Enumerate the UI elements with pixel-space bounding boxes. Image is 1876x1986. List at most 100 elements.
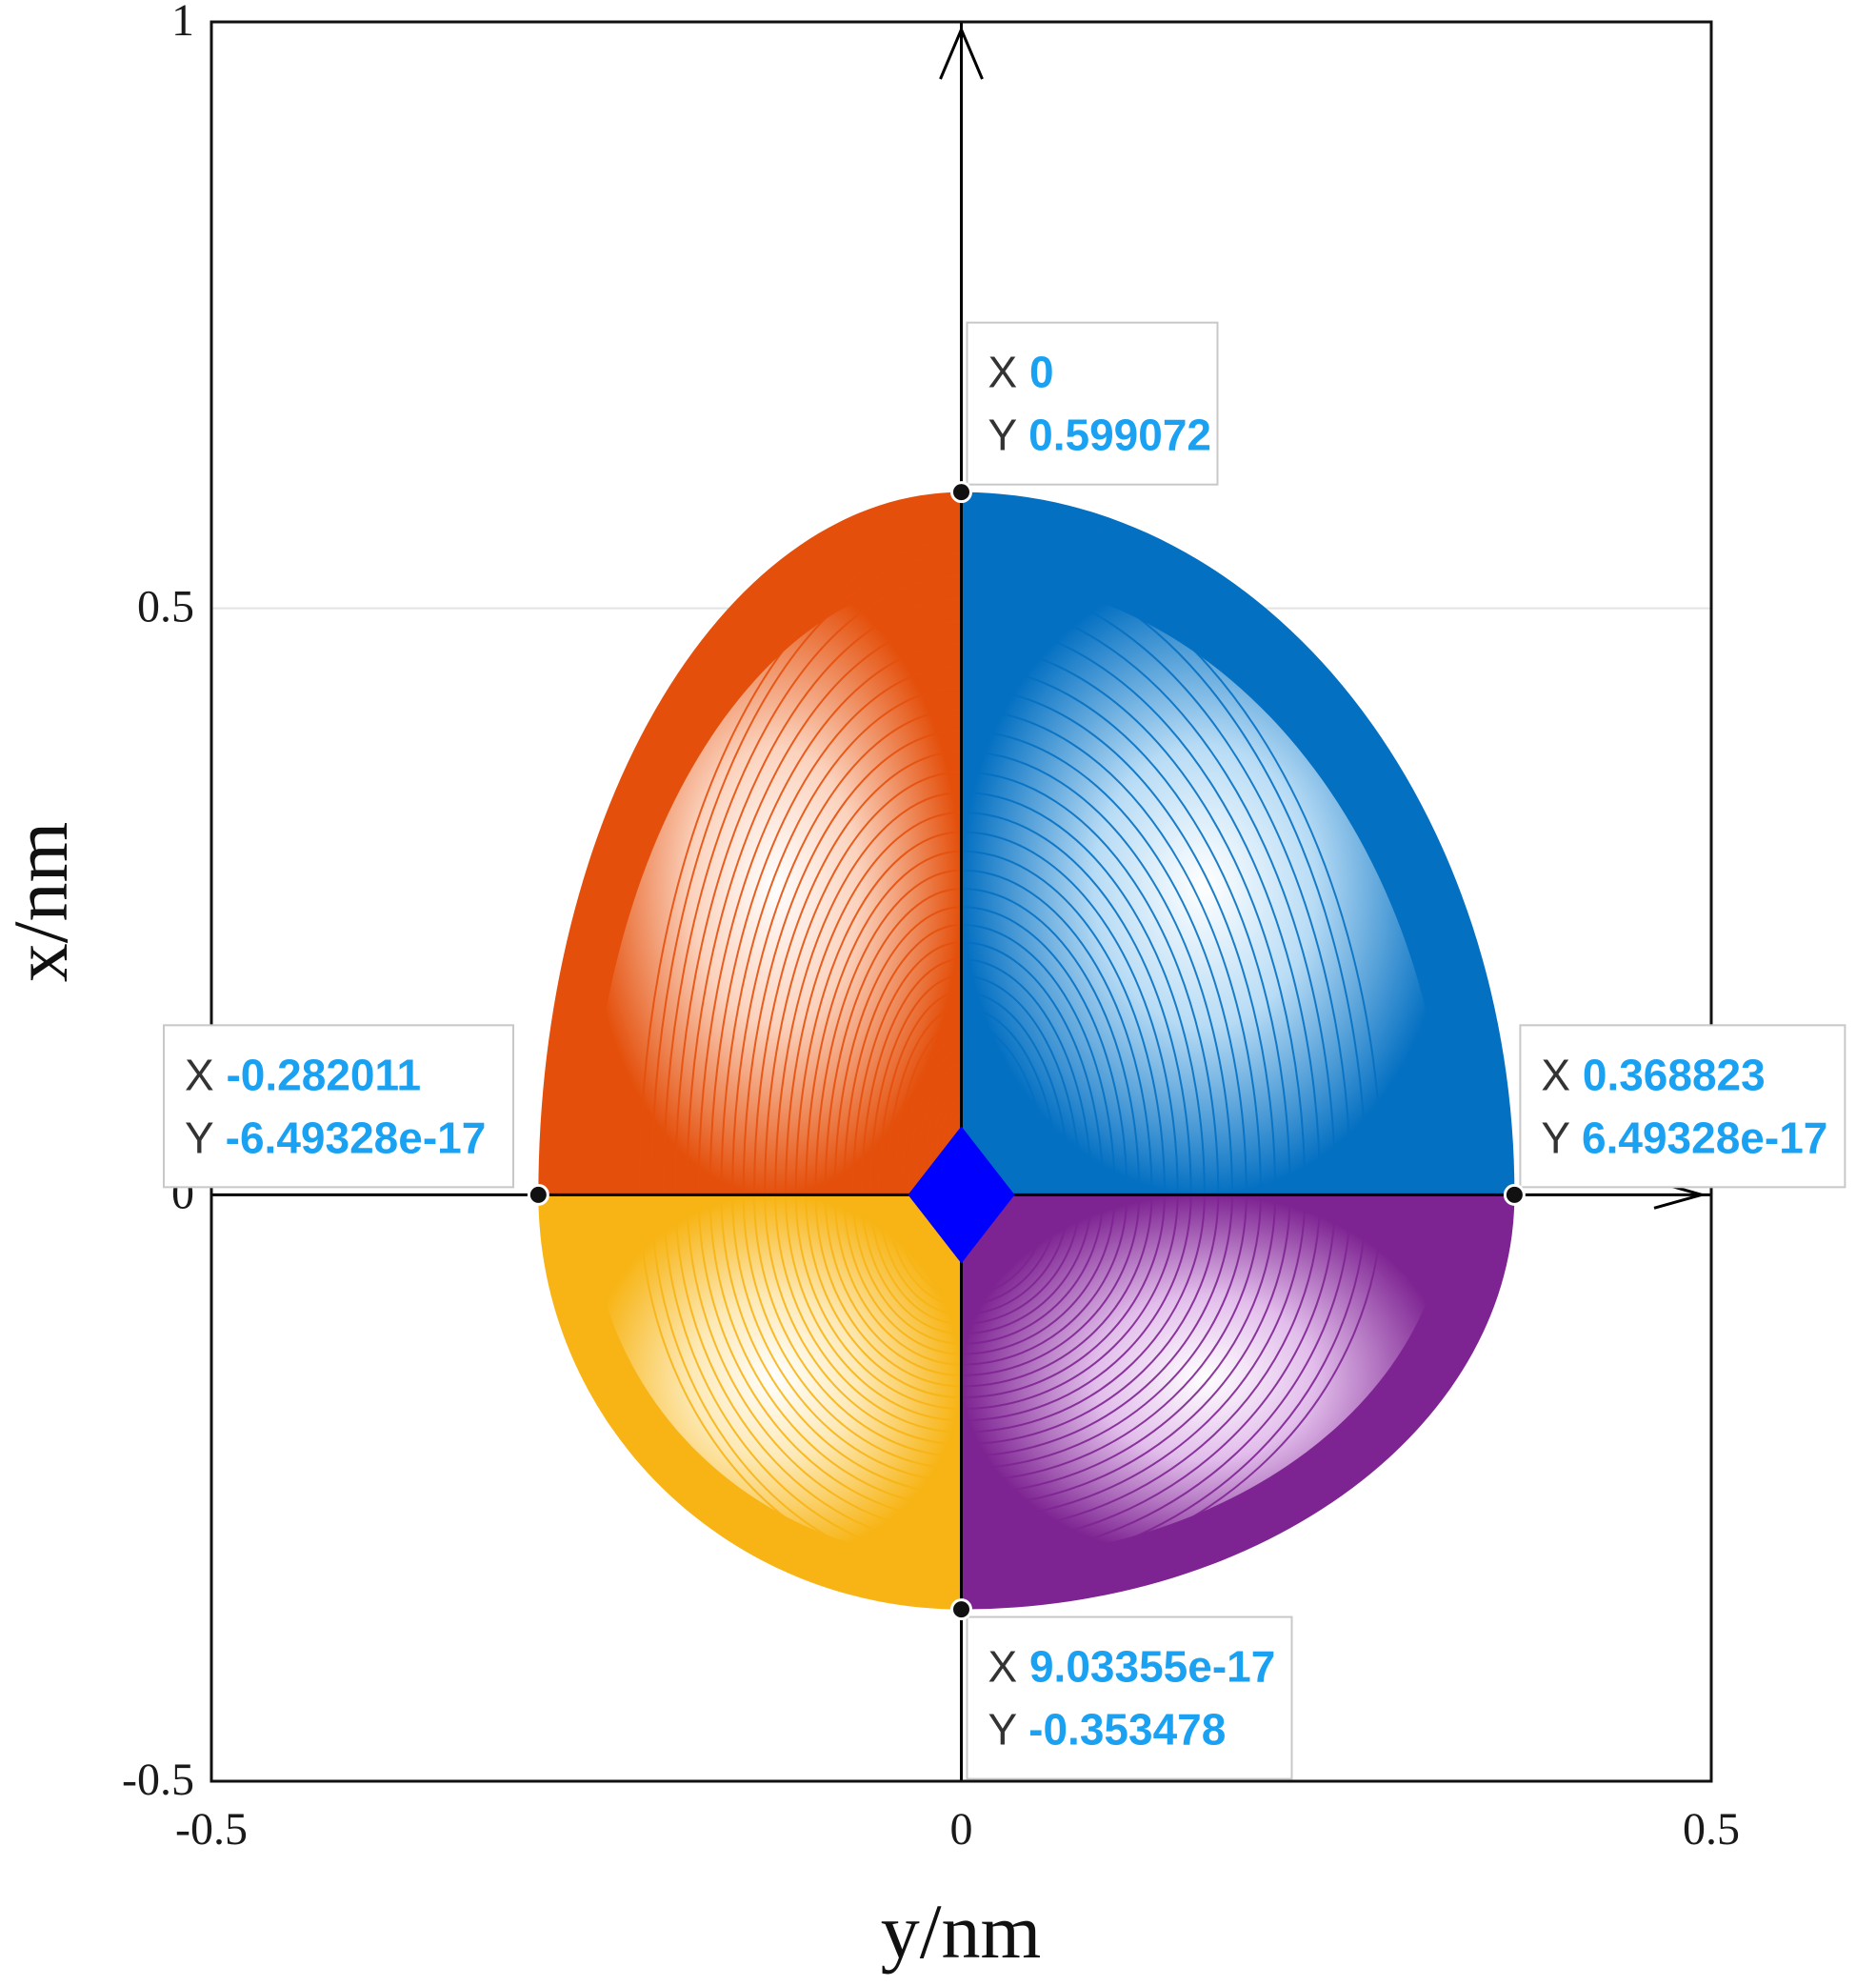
contour-line bbox=[961, 791, 1206, 1195]
contour-line bbox=[686, 620, 962, 1195]
contour-line bbox=[868, 974, 962, 1195]
contour-line bbox=[764, 1194, 962, 1446]
contour-line bbox=[785, 1194, 962, 1422]
contour-line bbox=[843, 1194, 962, 1355]
contour-line bbox=[764, 771, 962, 1195]
contour-line bbox=[893, 1021, 962, 1195]
contour-line bbox=[901, 1194, 962, 1290]
datatip-x-row: X 0.368823 bbox=[1541, 1050, 1765, 1099]
contour-line bbox=[961, 1194, 1220, 1446]
contour-line bbox=[961, 1194, 1166, 1399]
datatip-y-row: Y -0.353478 bbox=[988, 1705, 1227, 1755]
contour-line bbox=[638, 540, 962, 1195]
y-tick-label: 0.5 bbox=[137, 582, 194, 632]
contour-line bbox=[886, 1194, 962, 1307]
datatip: X 0 Y 0.599072 bbox=[950, 321, 1219, 504]
contour-line bbox=[697, 643, 962, 1195]
contour-line bbox=[674, 1194, 962, 1548]
contour-line bbox=[753, 1194, 962, 1457]
contour-line bbox=[961, 1194, 1179, 1411]
contour-line bbox=[814, 869, 962, 1195]
contour-line bbox=[774, 1194, 962, 1434]
datatip-point bbox=[950, 481, 972, 504]
contour-line bbox=[961, 958, 1093, 1195]
contour-line bbox=[961, 1194, 1022, 1274]
plot-frame bbox=[210, 20, 1713, 1783]
datatip-y-row: Y -6.49328e-17 bbox=[185, 1113, 486, 1162]
contour-line bbox=[961, 1194, 1093, 1335]
contour-line bbox=[805, 850, 962, 1195]
contour-line bbox=[914, 1062, 962, 1195]
datatip-box bbox=[1519, 1024, 1846, 1189]
contour-line bbox=[794, 1194, 962, 1411]
contour-line bbox=[961, 1194, 1384, 1582]
contour-line bbox=[921, 1074, 962, 1195]
contour-line bbox=[961, 540, 1384, 1195]
contour-line bbox=[961, 1194, 1116, 1355]
contour-line bbox=[731, 708, 962, 1195]
contour-line bbox=[961, 850, 1166, 1195]
contour-line bbox=[961, 729, 1247, 1195]
x-tick-label: 0 bbox=[950, 1804, 973, 1855]
contour-line bbox=[961, 1035, 1041, 1195]
contour-line bbox=[914, 1194, 962, 1274]
contour-line bbox=[961, 1194, 1206, 1434]
contour-line bbox=[753, 750, 962, 1195]
contour-line bbox=[893, 1194, 962, 1298]
datatip-y-row: Y 6.49328e-17 bbox=[1541, 1113, 1827, 1162]
contour-line bbox=[824, 1194, 962, 1376]
datatip-x-row: X -0.282011 bbox=[185, 1050, 421, 1099]
x-axis-label: y/nm bbox=[881, 1888, 1042, 1975]
datatip-box bbox=[966, 1615, 1293, 1780]
contour-line bbox=[961, 811, 1192, 1195]
x-tick-label: 0.5 bbox=[1683, 1804, 1740, 1855]
quadrant-upper-left-fade bbox=[589, 576, 962, 1195]
contour-line bbox=[961, 831, 1179, 1195]
quadrant-lower-right-fade bbox=[961, 1194, 1448, 1560]
contour-line bbox=[805, 1194, 962, 1399]
contour-line bbox=[961, 1194, 1233, 1457]
contour-line bbox=[961, 1194, 1014, 1266]
contour-line bbox=[674, 598, 962, 1195]
contour-line bbox=[961, 974, 1082, 1195]
contour-line bbox=[961, 552, 1367, 1195]
contour-line bbox=[961, 1194, 1153, 1388]
contour-line bbox=[824, 888, 962, 1195]
contour-line bbox=[686, 1194, 962, 1535]
contour-line bbox=[961, 1194, 1352, 1561]
contour-line bbox=[961, 991, 1071, 1195]
contour-line bbox=[774, 791, 962, 1195]
contour-line bbox=[961, 941, 1105, 1195]
contour-line bbox=[961, 598, 1337, 1195]
contour-line bbox=[961, 1194, 1367, 1575]
contour-line bbox=[886, 1006, 962, 1195]
contour-line bbox=[720, 687, 962, 1195]
contour-line bbox=[697, 1194, 962, 1521]
contour-line bbox=[961, 1062, 1022, 1195]
contour-line bbox=[961, 1194, 1291, 1508]
contour-line bbox=[961, 1194, 1082, 1326]
contour-line bbox=[860, 958, 962, 1195]
contour-line bbox=[961, 1086, 1006, 1195]
datatip-point bbox=[527, 1183, 549, 1206]
contour-line bbox=[731, 1194, 962, 1483]
contour-line bbox=[961, 869, 1153, 1195]
contour-line bbox=[961, 665, 1291, 1195]
contour-line bbox=[961, 771, 1220, 1195]
contour-line bbox=[638, 1194, 962, 1582]
quadrant-regions bbox=[538, 491, 1515, 1610]
contour-line bbox=[908, 1194, 962, 1281]
datatip: X 9.03355e-17 Y -0.353478 bbox=[950, 1598, 1293, 1780]
contour-line bbox=[843, 923, 962, 1195]
contour-line bbox=[961, 643, 1307, 1195]
contour-line bbox=[961, 1194, 1050, 1298]
contour-line bbox=[662, 575, 962, 1195]
contour-line bbox=[650, 1194, 962, 1575]
quadrant-lower-left-fade bbox=[589, 1194, 962, 1560]
datatip-y-row: Y 0.599072 bbox=[988, 411, 1212, 460]
contour-line bbox=[961, 1194, 1322, 1535]
contour-line bbox=[742, 729, 962, 1195]
contour-line bbox=[662, 1194, 962, 1561]
contour-line bbox=[961, 575, 1352, 1195]
